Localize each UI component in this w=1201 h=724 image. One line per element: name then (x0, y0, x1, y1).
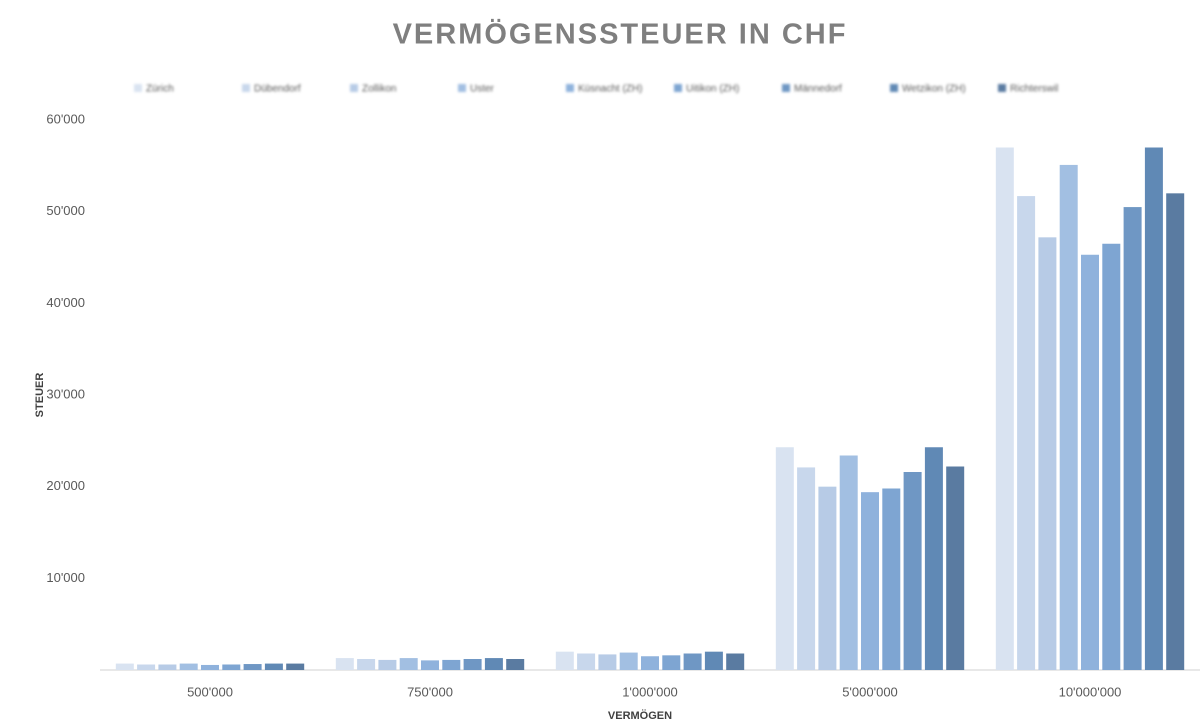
legend-label: Küsnacht (ZH) (578, 84, 642, 95)
legend-label: Männedorf (794, 84, 842, 95)
legend-swatch (674, 84, 682, 92)
bar (442, 659, 461, 670)
bar (179, 663, 198, 670)
bar (1017, 196, 1036, 671)
bar (158, 664, 177, 670)
legend-label: Zürich (146, 84, 174, 95)
legend-swatch (458, 84, 466, 92)
bar (1059, 164, 1078, 670)
bar (946, 466, 965, 670)
legend-label: Uster (470, 84, 495, 95)
bar (619, 652, 638, 670)
legend-swatch (782, 84, 790, 92)
bar (861, 492, 879, 670)
bar (775, 447, 794, 670)
bar (882, 488, 901, 670)
x-tick-label: 750'000 (407, 684, 453, 699)
bar (463, 659, 482, 670)
y-tick-label: 20'000 (46, 478, 85, 493)
bar (995, 147, 1014, 670)
legend-swatch (350, 84, 358, 92)
x-tick-label: 5'000'000 (842, 684, 898, 699)
x-tick-label: 500'000 (187, 684, 233, 699)
bar (399, 658, 418, 670)
bar (598, 654, 617, 670)
y-tick-label: 10'000 (46, 570, 85, 585)
y-tick-label: 50'000 (46, 203, 85, 218)
bar (506, 659, 525, 670)
bar (577, 653, 596, 670)
bar (1081, 254, 1099, 670)
bar (201, 664, 219, 670)
legend-swatch (566, 84, 574, 92)
bar (641, 656, 659, 670)
y-tick-label: 30'000 (46, 386, 85, 401)
bar (264, 663, 283, 670)
legend-label: Uitikon (ZH) (686, 84, 739, 95)
legend-label: Dübendorf (254, 84, 301, 95)
bar (137, 664, 156, 670)
x-tick-label: 1'000'000 (622, 684, 678, 699)
bar (378, 659, 397, 670)
legend-swatch (134, 84, 142, 92)
bar (335, 658, 354, 670)
bar (1123, 207, 1142, 671)
bar (1166, 193, 1185, 671)
bar (704, 651, 723, 670)
bar (924, 447, 943, 670)
legend-label: Wetzikon (ZH) (902, 84, 966, 95)
legend-swatch (998, 84, 1006, 92)
bar (421, 660, 439, 670)
legend-label: Richterswil (1010, 84, 1058, 95)
bar (683, 653, 702, 670)
legend-swatch (242, 84, 250, 92)
bar (662, 655, 681, 670)
bar (243, 664, 262, 670)
legend-swatch (890, 84, 898, 92)
y-tick-label: 60'000 (46, 111, 85, 126)
bar (555, 651, 574, 670)
y-axis-title: STEUER (34, 373, 46, 418)
chart-title: VERMÖGENSSTEUER IN CHF (393, 18, 848, 51)
y-tick-label: 40'000 (46, 295, 85, 310)
x-axis-title: VERMÖGEN (608, 709, 672, 722)
bar (115, 663, 134, 670)
x-tick-label: 10'000'000 (1059, 684, 1122, 699)
bar (484, 658, 503, 670)
bar (797, 467, 816, 670)
bar (1144, 147, 1163, 670)
bar (726, 653, 745, 670)
bar (839, 455, 858, 670)
bar (286, 663, 305, 670)
legend-label: Zollikon (362, 84, 396, 95)
bar (222, 664, 241, 670)
bar (818, 486, 837, 670)
bar (357, 659, 376, 670)
bar (1038, 237, 1057, 671)
bar (903, 472, 922, 670)
bar (1102, 243, 1121, 670)
